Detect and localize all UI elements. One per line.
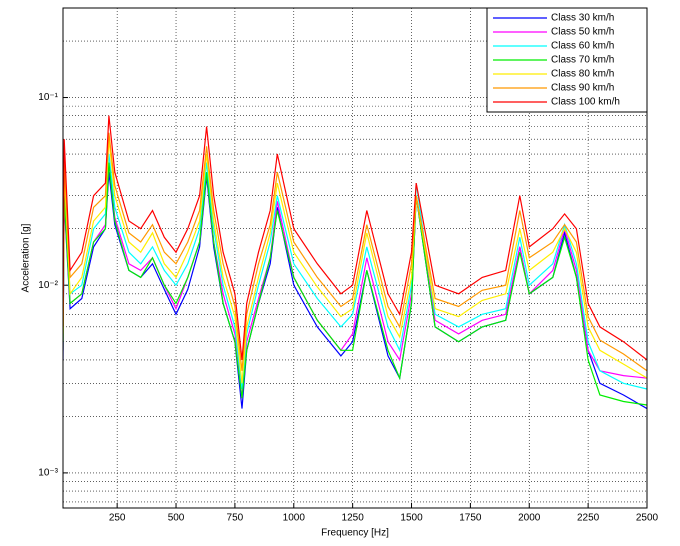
plot-frame [62, 7, 648, 509]
x-tick-label: 2000 [518, 513, 541, 524]
x-tick-label: 2250 [577, 513, 600, 524]
x-tick-label: 1250 [342, 513, 365, 524]
legend-label: Class 70 km/h [551, 55, 614, 66]
y-tick-label: 10⁻² [38, 280, 58, 291]
legend-label: Class 100 km/h [551, 97, 620, 108]
y-tick-label: 10⁻¹ [38, 92, 58, 103]
legend-label: Class 50 km/h [551, 27, 614, 38]
y-tick-label: 10⁻³ [38, 468, 58, 479]
series-line [63, 139, 647, 384]
series-line [63, 153, 647, 390]
x-axis-label: Frequency [Hz] [321, 528, 389, 539]
legend-label: Class 60 km/h [551, 41, 614, 52]
series-line [63, 162, 647, 406]
x-tick-label: 2500 [636, 513, 659, 524]
x-tick-label: 1000 [283, 513, 306, 524]
legend-label: Class 80 km/h [551, 69, 614, 80]
x-tick-label: 750 [227, 513, 244, 524]
legend-label: Class 30 km/h [551, 13, 614, 24]
x-tick-label: 1750 [459, 513, 482, 524]
x-tick-label: 250 [109, 513, 126, 524]
series-line [63, 115, 647, 361]
legend-label: Class 90 km/h [551, 83, 614, 94]
series-line [63, 132, 647, 372]
y-axis-label: Acceleration [g] [21, 223, 32, 292]
x-tick-label: 500 [168, 513, 185, 524]
x-tick-label: 1500 [400, 513, 423, 524]
